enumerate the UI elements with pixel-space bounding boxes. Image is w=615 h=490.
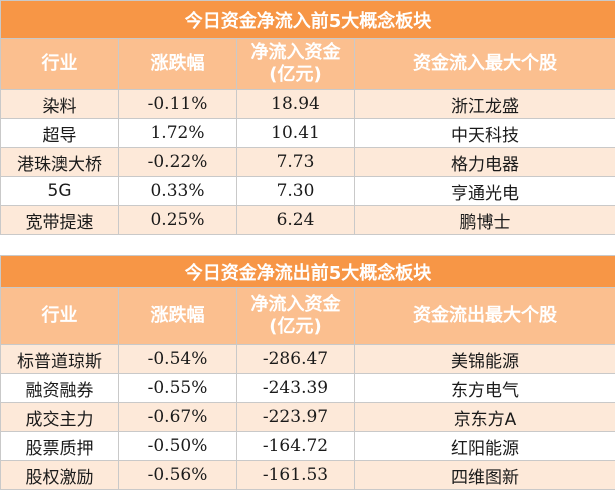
change-cell: -0.22% [119,148,237,177]
change-cell: -0.50% [119,432,237,461]
table-row: 股权激励 -0.56% -161.53 四维图新 [1,461,615,490]
net-inflow-cell: -223.97 [237,403,355,432]
change-cell: -0.56% [119,461,237,490]
table-separator [0,240,615,255]
industry-cell: 港珠澳大桥 [1,148,119,177]
header-industry: 行业 [1,39,119,90]
stock-cell: 京东方A [355,403,615,432]
change-cell: 0.25% [119,206,237,235]
inflow-title: 今日资金净流入前5大概念板块 [1,1,615,39]
net-inflow-cell: -161.53 [237,461,355,490]
outflow-header-row: 行业 涨跌幅 净流入资金 (亿元) 资金流出最大个股 [1,288,615,345]
stock-cell: 红阳能源 [355,432,615,461]
industry-cell: 融资融券 [1,374,119,403]
table-row: 港珠澳大桥 -0.22% 7.73 格力电器 [1,148,615,177]
stock-cell: 浙江龙盛 [355,90,615,119]
net-inflow-cell: -286.47 [237,345,355,374]
outflow-table: 今日资金净流出前5大概念板块 行业 涨跌幅 净流入资金 (亿元) 资金流出最大个… [0,255,615,490]
header-top-stock: 资金流入最大个股 [355,39,615,90]
inflow-table: 今日资金净流入前5大概念板块 行业 涨跌幅 净流入资金 (亿元) 资金流入最大个… [0,0,615,235]
table-row: 成交主力 -0.67% -223.97 京东方A [1,403,615,432]
industry-cell: 股票质押 [1,432,119,461]
stock-cell: 东方电气 [355,374,615,403]
change-cell: -0.54% [119,345,237,374]
table-row: 宽带提速 0.25% 6.24 鹏博士 [1,206,615,235]
table-row: 融资融券 -0.55% -243.39 东方电气 [1,374,615,403]
stock-cell: 格力电器 [355,148,615,177]
change-cell: 0.33% [119,177,237,206]
header-change: 涨跌幅 [119,288,237,345]
header-top-stock: 资金流出最大个股 [355,288,615,345]
net-inflow-cell: -243.39 [237,374,355,403]
outflow-title: 今日资金净流出前5大概念板块 [1,256,615,288]
industry-cell: 标普道琼斯 [1,345,119,374]
table-row: 超导 1.72% 10.41 中天科技 [1,119,615,148]
industry-cell: 5G [1,177,119,206]
net-inflow-cell: 6.24 [237,206,355,235]
change-cell: -0.67% [119,403,237,432]
net-inflow-cell: 18.94 [237,90,355,119]
net-inflow-cell: -164.72 [237,432,355,461]
change-cell: -0.11% [119,90,237,119]
header-industry: 行业 [1,288,119,345]
table-row: 股票质押 -0.50% -164.72 红阳能源 [1,432,615,461]
header-net-inflow: 净流入资金 (亿元) [237,39,355,90]
header-net-inflow: 净流入资金 (亿元) [237,288,355,345]
inflow-header-row: 行业 涨跌幅 净流入资金 (亿元) 资金流入最大个股 [1,39,615,90]
table-row: 5G 0.33% 7.30 亨通光电 [1,177,615,206]
net-inflow-cell: 10.41 [237,119,355,148]
industry-cell: 成交主力 [1,403,119,432]
industry-cell: 宽带提速 [1,206,119,235]
change-cell: -0.55% [119,374,237,403]
industry-cell: 超导 [1,119,119,148]
stock-cell: 四维图新 [355,461,615,490]
industry-cell: 股权激励 [1,461,119,490]
net-inflow-cell: 7.30 [237,177,355,206]
industry-cell: 染料 [1,90,119,119]
change-cell: 1.72% [119,119,237,148]
table-row: 标普道琼斯 -0.54% -286.47 美锦能源 [1,345,615,374]
stock-cell: 鹏博士 [355,206,615,235]
header-change: 涨跌幅 [119,39,237,90]
net-inflow-cell: 7.73 [237,148,355,177]
table-row: 染料 -0.11% 18.94 浙江龙盛 [1,90,615,119]
stock-cell: 中天科技 [355,119,615,148]
stock-cell: 亨通光电 [355,177,615,206]
stock-cell: 美锦能源 [355,345,615,374]
